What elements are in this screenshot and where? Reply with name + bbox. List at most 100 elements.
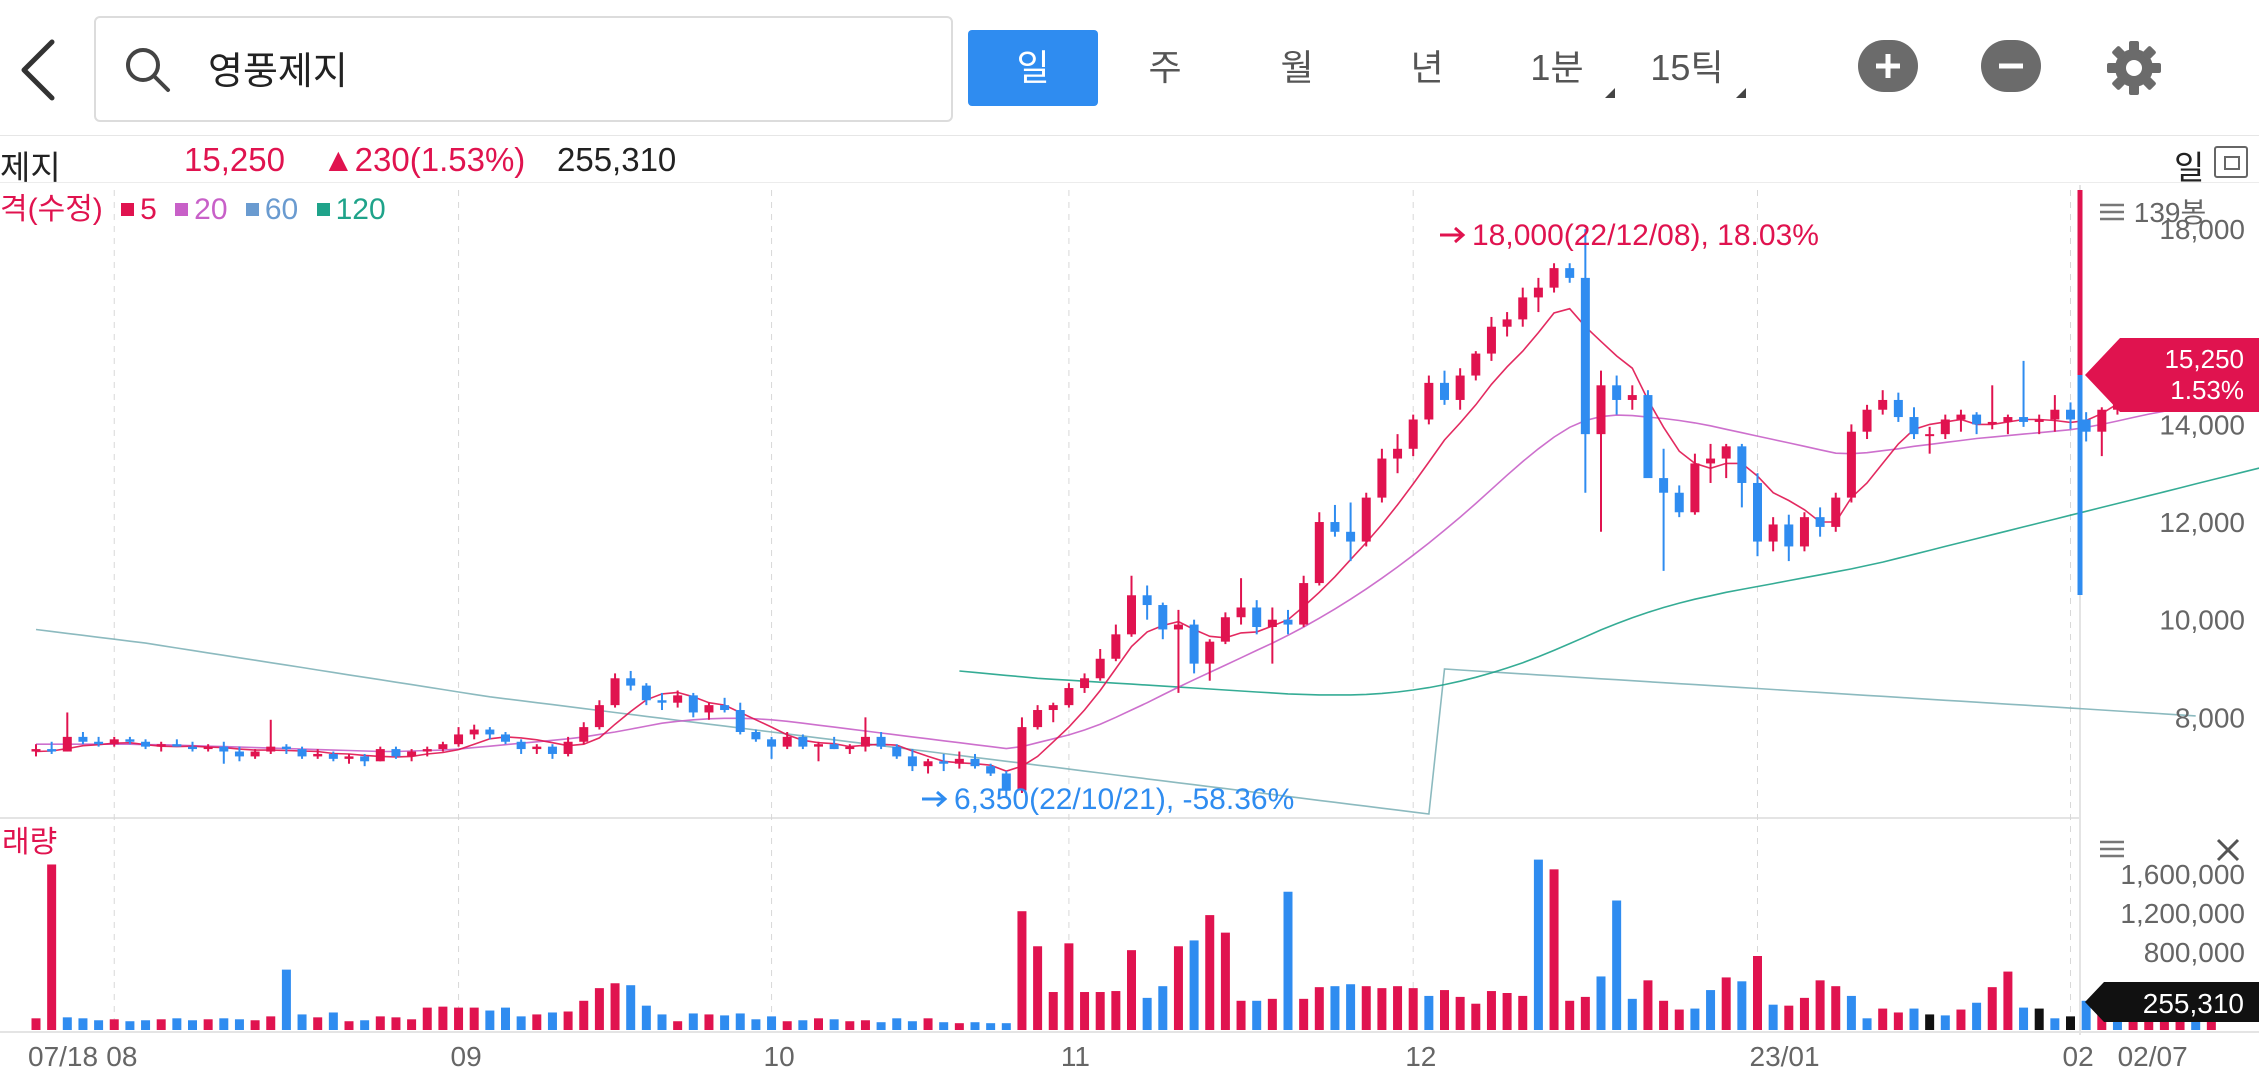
search-input[interactable]: 영풍제지: [94, 16, 953, 122]
candle-body: [313, 753, 323, 757]
candle-body: [1361, 497, 1371, 542]
candle-body: [1001, 773, 1011, 791]
tab-15tick[interactable]: 15틱: [1650, 47, 1724, 88]
candle-body: [1220, 617, 1230, 642]
volume-bar: [892, 1018, 902, 1030]
candle-body: [1346, 531, 1356, 542]
stock-chart[interactable]: 07/18 08 09 10 11 12 23/01 02 02/0718,00014,0001…: [0, 182, 2259, 1080]
volume-bar: [1142, 997, 1152, 1030]
volume-bar: [954, 1023, 964, 1030]
volume-bar: [516, 1016, 526, 1030]
candle-body: [720, 705, 730, 711]
candle-body: [2066, 409, 2075, 420]
candle-body: [1753, 482, 1762, 542]
volume-bar: [78, 1018, 88, 1030]
candle-body: [688, 695, 698, 713]
tab-year[interactable]: 년: [1410, 47, 1444, 88]
candle-body: [1956, 414, 1966, 420]
volume-bar: [1502, 993, 1512, 1030]
candle-body: [1017, 727, 1027, 791]
volume-bar: [188, 1020, 197, 1030]
candle-body: [1784, 524, 1794, 547]
volume-bar: [109, 1019, 119, 1030]
volume-bar: [1533, 859, 1543, 1030]
top-toolbar: 영풍제지 일 주 월 년 1분 15틱: [0, 0, 2259, 136]
volume-bar: [94, 1020, 104, 1030]
volume-bar: [1925, 1014, 1935, 1030]
volume-bar: [1205, 915, 1215, 1030]
volume-title: 래량: [2, 826, 57, 859]
candle-body: [532, 746, 542, 750]
candle-body: [845, 746, 855, 750]
candle-body: [2034, 419, 2044, 422]
back-chevron-icon[interactable]: [10, 30, 70, 110]
candle-body: [1064, 688, 1074, 706]
volume-bar: [1518, 995, 1528, 1030]
candle-body: [1768, 524, 1778, 542]
volume-bar: [360, 1020, 370, 1030]
volume-bar: [798, 1020, 808, 1030]
candle-body: [782, 736, 792, 747]
legend-ma5: 5: [140, 193, 157, 226]
tab-1min[interactable]: 1분: [1530, 47, 1584, 88]
volume-bar: [1236, 1000, 1246, 1030]
volume-bar: [2081, 1000, 2091, 1030]
volume-bar: [1737, 981, 1747, 1030]
candle-body: [1627, 395, 1637, 400]
candle-body: [1236, 607, 1246, 618]
hamburger-menu-icon[interactable]: [2100, 203, 2124, 221]
candle-body: [391, 749, 401, 757]
gear-icon[interactable]: [2104, 38, 2164, 103]
fullscreen-toggle-icon[interactable]: [2214, 146, 2248, 178]
candle-body: [328, 753, 338, 759]
candle-body: [1815, 517, 1825, 527]
candle-body: [1393, 448, 1403, 459]
candle-body: [1252, 607, 1262, 628]
volume-bar: [1393, 986, 1403, 1030]
volume-bar: [907, 1021, 917, 1030]
candle-body: [751, 731, 761, 740]
candle-body: [1549, 268, 1559, 288]
ma60-line: [959, 467, 2259, 696]
volume-bar: [485, 1010, 495, 1030]
candle-body: [109, 739, 119, 745]
candle-body: [610, 678, 620, 706]
candle-body: [188, 746, 197, 750]
x-tick-label: 12: [1405, 1041, 1436, 1072]
trade-volume: 255,310: [557, 141, 677, 178]
candle-body: [767, 739, 777, 747]
volume-bar: [720, 1015, 730, 1030]
candle-body: [1158, 605, 1168, 630]
candle-body: [501, 734, 510, 742]
candle-body: [266, 746, 276, 752]
volume-bar: [1486, 991, 1496, 1030]
ma-legend: 격(수정) 5 20 60 120: [0, 184, 386, 228]
x-tick-label: 08: [106, 1041, 137, 1072]
tab-day[interactable]: 일: [968, 30, 1098, 106]
volume-bar: [1377, 988, 1387, 1030]
candle-body: [1299, 583, 1309, 625]
high-annotation-text: 18,000(22/12/08), 18.03%: [1472, 219, 1819, 252]
price-info-bar: 제지 15,250 ▲230(1.53%) 255,310 일: [0, 136, 2259, 186]
volume-bar: [2050, 1018, 2060, 1030]
candle-body: [1424, 382, 1434, 420]
candle-body: [1314, 522, 1324, 584]
candle-body: [860, 736, 870, 747]
candle-body: [281, 746, 291, 750]
tab-month[interactable]: 월: [1280, 47, 1314, 88]
volume-bar: [1580, 996, 1590, 1030]
volume-bar: [876, 1022, 886, 1030]
zoom-out-icon[interactable]: [1981, 40, 2041, 92]
candle-body: [203, 746, 213, 750]
candle-body: [1033, 710, 1043, 728]
close-icon[interactable]: [2216, 838, 2240, 862]
zoom-in-icon[interactable]: [1858, 40, 1918, 92]
volume-bar: [250, 1020, 260, 1030]
hamburger-menu-icon[interactable]: [2100, 840, 2124, 858]
low-annotation: 6,350(22/10/21), -58.36%: [922, 783, 1294, 816]
volume-bar: [1111, 991, 1121, 1030]
tab-week[interactable]: 주: [1148, 47, 1182, 88]
candle-body: [563, 741, 573, 754]
volume-bar: [1283, 891, 1293, 1030]
ma20-line: [36, 405, 2196, 753]
